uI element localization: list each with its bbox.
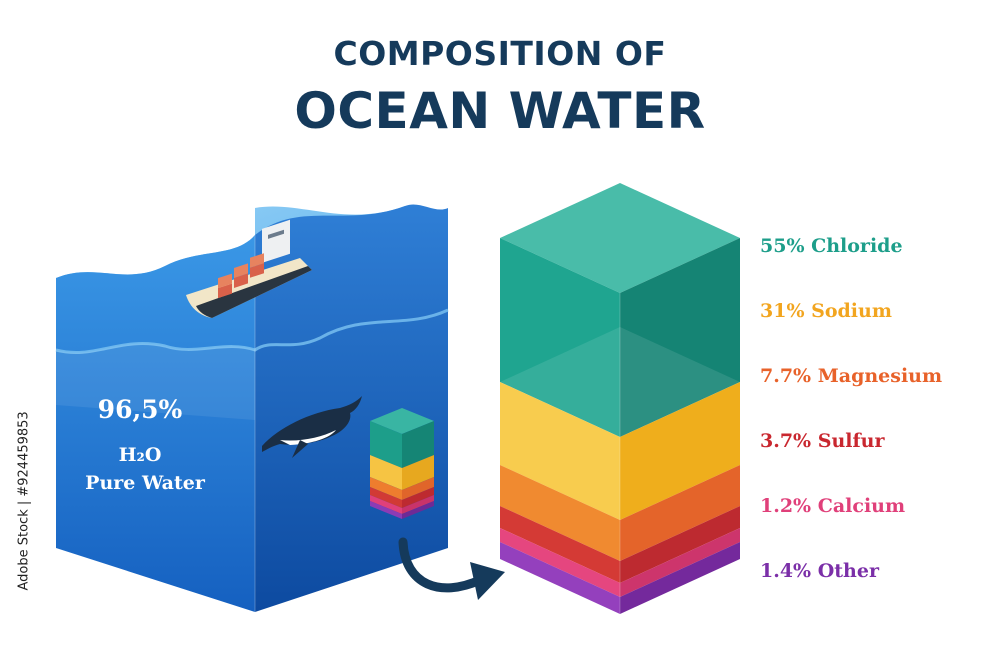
whale-icon (262, 396, 362, 458)
water-percent: 96,5% (97, 395, 183, 424)
mini-salt-column (370, 408, 434, 519)
legend-calcium: 1.2% Calcium (760, 495, 906, 517)
stock-credit: Adobe Stock | #924459853 (16, 411, 32, 591)
legend-magnesium: 7.7% Magnesium (760, 365, 943, 387)
legend-sulfur: 3.7% Sulfur (760, 430, 885, 452)
cargo-ship-icon (186, 219, 312, 318)
title-line-2: OCEAN WATER (294, 82, 706, 140)
water-formula: H₂O (118, 444, 162, 466)
legend-chloride: 55% Chloride (760, 235, 903, 257)
water-label: Pure Water (85, 472, 205, 494)
waterline (55, 308, 449, 354)
water-cube-left-face (56, 235, 255, 612)
legend-sodium: 31% Sodium (760, 300, 892, 322)
legend-other: 1.4% Other (760, 560, 879, 582)
arrow-icon (398, 537, 505, 600)
title-line-1: COMPOSITION OF (333, 34, 667, 73)
salt-composition-column (500, 183, 740, 614)
